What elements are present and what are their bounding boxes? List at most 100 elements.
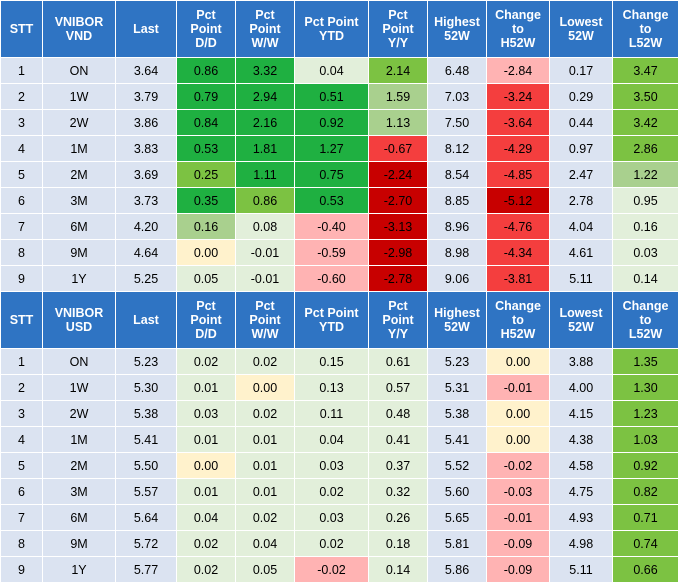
cell-stt: 5	[1, 453, 43, 479]
column-header-change-l52w: Change to L52W	[613, 1, 678, 58]
cell-change-h52w: -4.76	[487, 214, 550, 240]
cell-pct-yy: -3.13	[369, 214, 428, 240]
cell-change-h52w: -4.29	[487, 136, 550, 162]
cell-stt: 7	[1, 214, 43, 240]
cell-pct-ytd: 0.03	[295, 505, 369, 531]
cell-change-h52w: -3.81	[487, 266, 550, 292]
cell-pct-ytd: 0.15	[295, 349, 369, 375]
cell-pct-ww: 0.86	[236, 188, 295, 214]
column-header-stt: STT	[1, 292, 43, 349]
cell-pct-ww: -0.01	[236, 240, 295, 266]
column-header-change-h52w: Change to H52W	[487, 1, 550, 58]
cell-pct-ytd: 0.75	[295, 162, 369, 188]
cell-highest-52w: 5.60	[428, 479, 487, 505]
cell-pct-dd: 0.02	[177, 349, 236, 375]
cell-pct-yy: 0.48	[369, 401, 428, 427]
cell-pct-ytd: -0.40	[295, 214, 369, 240]
cell-change-l52w: 0.95	[613, 188, 678, 214]
column-header-tenor: VNIBOR USD	[43, 292, 116, 349]
cell-tenor: 1W	[43, 84, 116, 110]
cell-lowest-52w: 0.97	[550, 136, 613, 162]
cell-change-l52w: 0.66	[613, 557, 678, 583]
column-header-highest-52w: Highest 52W	[428, 1, 487, 58]
cell-pct-dd: 0.01	[177, 375, 236, 401]
cell-pct-ytd: -0.60	[295, 266, 369, 292]
cell-last: 5.41	[116, 427, 177, 453]
cell-last: 3.73	[116, 188, 177, 214]
cell-tenor: 2W	[43, 401, 116, 427]
cell-last: 5.72	[116, 531, 177, 557]
cell-lowest-52w: 4.98	[550, 531, 613, 557]
cell-lowest-52w: 4.38	[550, 427, 613, 453]
cell-last: 4.20	[116, 214, 177, 240]
cell-tenor: 1W	[43, 375, 116, 401]
column-header-change-h52w: Change to H52W	[487, 292, 550, 349]
cell-last: 5.23	[116, 349, 177, 375]
cell-pct-ww: 0.02	[236, 349, 295, 375]
cell-pct-dd: 0.25	[177, 162, 236, 188]
cell-change-h52w: 0.00	[487, 349, 550, 375]
column-header-label: Pct Point Y/Y	[369, 8, 427, 50]
column-header-label: STT	[1, 22, 42, 36]
cell-highest-52w: 5.31	[428, 375, 487, 401]
cell-pct-dd: 0.03	[177, 401, 236, 427]
cell-change-h52w: 0.00	[487, 427, 550, 453]
cell-pct-dd: 0.86	[177, 58, 236, 84]
cell-last: 3.83	[116, 136, 177, 162]
column-header-label: Pct Point YTD	[295, 306, 368, 334]
cell-highest-52w: 9.06	[428, 266, 487, 292]
cell-pct-dd: 0.84	[177, 110, 236, 136]
cell-lowest-52w: 4.58	[550, 453, 613, 479]
cell-pct-ww: 0.01	[236, 479, 295, 505]
cell-tenor: 6M	[43, 505, 116, 531]
cell-pct-yy: -2.78	[369, 266, 428, 292]
cell-pct-yy: 0.18	[369, 531, 428, 557]
cell-pct-ytd: 0.92	[295, 110, 369, 136]
cell-change-h52w: -0.01	[487, 505, 550, 531]
cell-pct-ytd: 0.04	[295, 58, 369, 84]
column-header-highest-52w: Highest 52W	[428, 292, 487, 349]
cell-lowest-52w: 4.15	[550, 401, 613, 427]
cell-change-h52w: -0.02	[487, 453, 550, 479]
cell-highest-52w: 8.12	[428, 136, 487, 162]
column-header-label: Last	[116, 22, 176, 36]
cell-tenor: 1M	[43, 136, 116, 162]
cell-tenor: 3M	[43, 479, 116, 505]
cell-change-h52w: -4.85	[487, 162, 550, 188]
cell-lowest-52w: 0.29	[550, 84, 613, 110]
cell-pct-ww: 1.81	[236, 136, 295, 162]
column-header-label: VNIBOR USD	[43, 306, 115, 334]
cell-highest-52w: 5.86	[428, 557, 487, 583]
column-header-label: Pct Point D/D	[177, 8, 235, 50]
cell-pct-dd: 0.00	[177, 240, 236, 266]
cell-change-l52w: 2.86	[613, 136, 678, 162]
cell-last: 5.57	[116, 479, 177, 505]
cell-pct-ww: 0.01	[236, 453, 295, 479]
cell-pct-ww: 0.04	[236, 531, 295, 557]
cell-change-h52w: -4.34	[487, 240, 550, 266]
cell-pct-ytd: -0.02	[295, 557, 369, 583]
cell-change-l52w: 0.14	[613, 266, 678, 292]
cell-change-h52w: -2.84	[487, 58, 550, 84]
cell-change-l52w: 0.92	[613, 453, 678, 479]
cell-change-l52w: 0.82	[613, 479, 678, 505]
cell-lowest-52w: 5.11	[550, 557, 613, 583]
cell-change-h52w: -0.09	[487, 531, 550, 557]
cell-stt: 1	[1, 349, 43, 375]
cell-pct-ww: 2.16	[236, 110, 295, 136]
cell-lowest-52w: 2.47	[550, 162, 613, 188]
cell-pct-dd: 0.35	[177, 188, 236, 214]
cell-stt: 9	[1, 266, 43, 292]
cell-highest-52w: 7.03	[428, 84, 487, 110]
cell-pct-yy: 0.41	[369, 427, 428, 453]
cell-tenor: 1Y	[43, 266, 116, 292]
cell-change-l52w: 1.22	[613, 162, 678, 188]
cell-pct-dd: 0.02	[177, 557, 236, 583]
cell-stt: 2	[1, 84, 43, 110]
cell-lowest-52w: 5.11	[550, 266, 613, 292]
